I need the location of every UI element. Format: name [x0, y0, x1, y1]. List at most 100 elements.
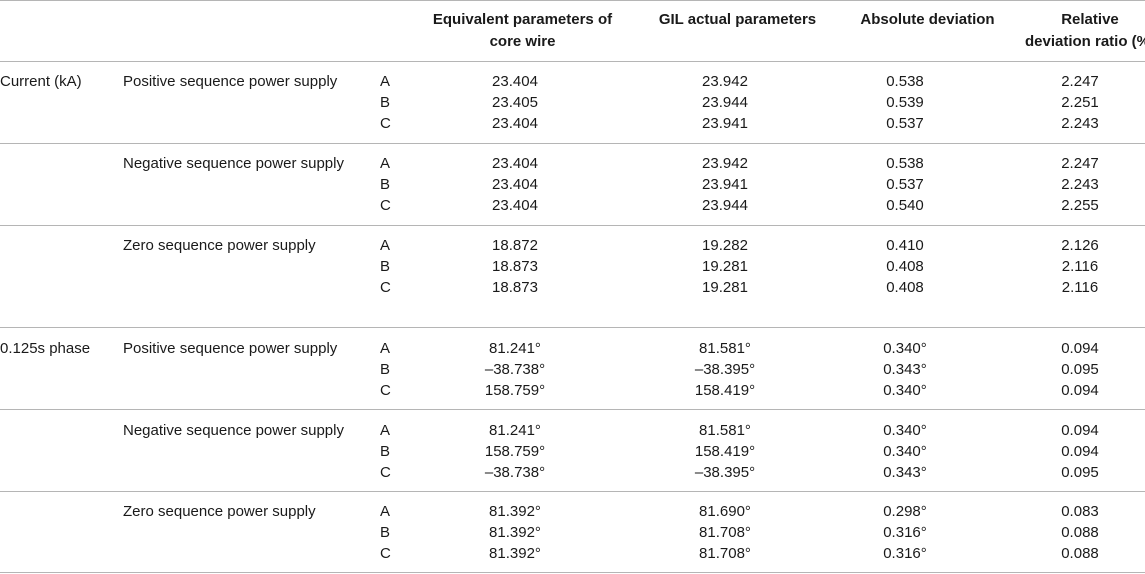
header-rule: [0, 61, 1145, 62]
gil-cell: 19.281: [702, 258, 748, 275]
gil-cell: 23.944: [702, 197, 748, 214]
equivalent-cell: 81.392°: [489, 524, 541, 541]
block-label: Positive sequence power supply: [123, 73, 338, 90]
gil-cell: 23.942: [702, 73, 748, 90]
relative-cell: 0.083: [1061, 503, 1099, 520]
equivalent-cell: 23.405: [492, 94, 538, 111]
phase-cell: C: [380, 115, 391, 132]
block-rule: [0, 225, 1145, 226]
gil-cell: 158.419°: [694, 443, 756, 460]
group-rule: [0, 327, 1145, 328]
phase-cell: B: [380, 94, 391, 111]
gil-cell: 23.941: [702, 115, 748, 132]
absolute-cell: 0.408: [886, 279, 924, 296]
relative-cell: 0.094: [1061, 422, 1099, 439]
equivalent-cell: 81.241°: [489, 422, 541, 439]
relative-cell: 0.094: [1061, 382, 1099, 399]
phase-cell: A: [380, 155, 391, 172]
absolute-cell: 0.537: [886, 176, 924, 193]
equivalent-cell: 23.404: [492, 155, 538, 172]
equivalent-cell: 18.873: [492, 258, 538, 275]
relative-cell: 0.088: [1061, 545, 1099, 562]
equivalent-cell: 81.241°: [489, 340, 541, 357]
relative-cell: 2.116: [1061, 279, 1099, 296]
equivalent-cell: 81.392°: [489, 545, 541, 562]
absolute-cell: 0.340°: [883, 340, 927, 357]
relative-cell: 2.116: [1061, 258, 1099, 275]
absolute-cell: 0.540: [886, 197, 924, 214]
block-rule: [0, 409, 1145, 410]
equivalent-cell: 158.759°: [484, 443, 546, 460]
phase-cell: B: [380, 524, 391, 541]
gil-cell: 81.581°: [699, 340, 751, 357]
gil-cell: 81.581°: [699, 422, 751, 439]
gil-cell: 81.690°: [699, 503, 751, 520]
header-equivalent-line2: core wire: [489, 33, 556, 50]
phase-cell: B: [380, 443, 391, 460]
gil-cell: 23.944: [702, 94, 748, 111]
phase-cell: A: [380, 237, 391, 254]
relative-cell: 2.247: [1061, 155, 1099, 172]
phase-cell: C: [380, 382, 391, 399]
block-label: Zero sequence power supply: [123, 503, 316, 520]
phase-cell: C: [380, 197, 391, 214]
phase-cell: A: [380, 340, 391, 357]
absolute-cell: 0.538: [886, 155, 924, 172]
absolute-cell: 0.539: [886, 94, 924, 111]
relative-cell: 2.251: [1061, 94, 1099, 111]
gil-cell: 158.419°: [694, 382, 756, 399]
block-label: Positive sequence power supply: [123, 340, 338, 357]
equivalent-cell: 18.873: [492, 279, 538, 296]
relative-cell: 0.095: [1061, 464, 1099, 481]
block-rule: [0, 143, 1145, 144]
gil-cell: 19.281: [702, 279, 748, 296]
gil-cell: 19.282: [702, 237, 748, 254]
gil-cell: 23.942: [702, 155, 748, 172]
group-label: 0.125s phase: [0, 340, 91, 357]
phase-cell: B: [380, 176, 391, 193]
absolute-cell: 0.343°: [883, 361, 927, 378]
absolute-cell: 0.537: [886, 115, 924, 132]
relative-cell: 2.247: [1061, 73, 1099, 90]
equivalent-cell: 158.759°: [484, 382, 546, 399]
header-relative-line2: deviation ratio (%): [1024, 33, 1145, 50]
gil-cell: –38.395°: [694, 361, 756, 378]
top-rule: [0, 0, 1145, 1]
absolute-cell: 0.340°: [883, 443, 927, 460]
relative-cell: 0.088: [1061, 524, 1099, 541]
equivalent-cell: 81.392°: [489, 503, 541, 520]
phase-cell: C: [380, 279, 391, 296]
header-gil: GIL actual parameters: [658, 11, 817, 28]
equivalent-cell: 18.872: [492, 237, 538, 254]
relative-cell: 0.095: [1061, 361, 1099, 378]
relative-cell: 0.094: [1061, 443, 1099, 460]
block-label: Negative sequence power supply: [123, 155, 344, 172]
gil-cell: 81.708°: [699, 524, 751, 541]
relative-cell: 2.243: [1061, 176, 1099, 193]
phase-cell: B: [380, 361, 391, 378]
absolute-cell: 0.538: [886, 73, 924, 90]
absolute-cell: 0.408: [886, 258, 924, 275]
phase-cell: C: [380, 464, 391, 481]
phase-cell: B: [380, 258, 391, 275]
equivalent-cell: 23.404: [492, 176, 538, 193]
bottom-rule: [0, 572, 1145, 573]
gil-cell: –38.395°: [694, 464, 756, 481]
phase-cell: A: [380, 73, 391, 90]
block-label: Negative sequence power supply: [123, 422, 344, 439]
absolute-cell: 0.316°: [883, 545, 927, 562]
absolute-cell: 0.298°: [883, 503, 927, 520]
gil-cell: 23.941: [702, 176, 748, 193]
relative-cell: 0.094: [1061, 340, 1099, 357]
phase-cell: A: [380, 503, 391, 520]
absolute-cell: 0.343°: [883, 464, 927, 481]
block-label: Zero sequence power supply: [123, 237, 316, 254]
equivalent-cell: 23.404: [492, 115, 538, 132]
relative-cell: 2.243: [1061, 115, 1099, 132]
absolute-cell: 0.340°: [883, 422, 927, 439]
equivalent-cell: –38.738°: [484, 464, 546, 481]
gil-cell: 81.708°: [699, 545, 751, 562]
block-rule: [0, 491, 1145, 492]
equivalent-cell: –38.738°: [484, 361, 546, 378]
phase-cell: C: [380, 545, 391, 562]
